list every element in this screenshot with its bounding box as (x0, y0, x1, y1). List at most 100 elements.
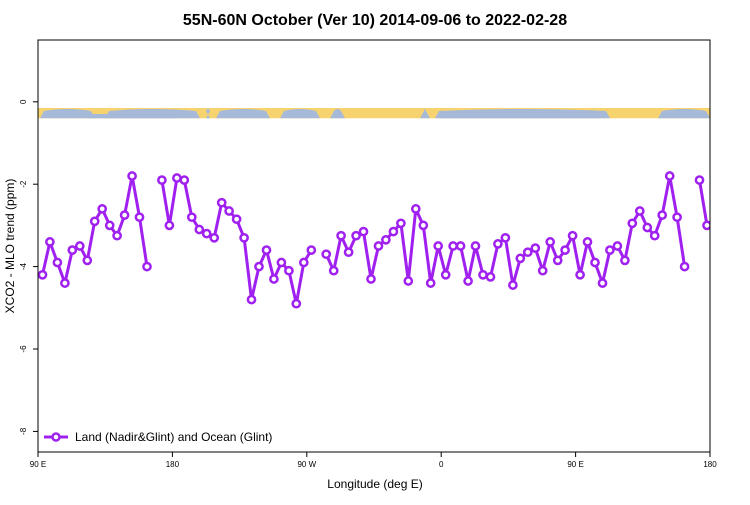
data-point (664, 171, 675, 181)
band-land (38, 107, 710, 119)
data-point (485, 272, 496, 282)
data-point (246, 294, 257, 305)
data-point (239, 232, 249, 243)
data-point (582, 237, 593, 247)
data-point (522, 247, 533, 258)
legend: Land (Nadir&Glint) and Ocean (Glint) (44, 430, 272, 444)
data-point (410, 204, 421, 214)
data-point (478, 269, 488, 280)
data-point (493, 239, 503, 249)
series-line (160, 176, 313, 306)
data-point (418, 220, 429, 231)
series-line (324, 174, 687, 287)
data-point (179, 175, 190, 185)
data-point (545, 237, 556, 247)
data-point (142, 261, 152, 272)
land-ocean-band (38, 107, 710, 119)
band-ocean (216, 108, 270, 119)
data-point (440, 269, 451, 280)
plot-frame (37, 39, 711, 453)
data-point (470, 241, 481, 251)
data-point (82, 255, 93, 266)
data-point (515, 253, 526, 264)
data-point (366, 274, 376, 284)
y-tick-label: -4 (19, 262, 28, 270)
data-point (291, 298, 302, 309)
data-point (508, 280, 518, 290)
data-point (216, 197, 227, 208)
data-point (67, 245, 78, 255)
y-tick-label: -8 (19, 427, 28, 435)
data-point (74, 241, 85, 251)
data-point (373, 241, 384, 251)
data-point (634, 206, 645, 216)
data-point (306, 245, 317, 255)
data-point (112, 230, 122, 241)
x-tick-label: 0 (439, 460, 444, 469)
data-point (537, 265, 548, 276)
y-tick-label: -2 (19, 180, 28, 188)
band-ocean (40, 108, 95, 119)
data-point (403, 276, 414, 286)
x-tick-label: 180 (703, 460, 717, 469)
data-point (164, 220, 175, 231)
data-point (172, 173, 182, 183)
data-point (351, 230, 361, 241)
band-ocean (440, 112, 600, 119)
data-point (455, 241, 466, 251)
data-point (388, 226, 399, 237)
data-point (679, 261, 690, 272)
data-point (45, 237, 55, 247)
y-tick-label: -6 (19, 345, 28, 353)
data-point (672, 212, 682, 223)
data-point (127, 171, 137, 181)
data-point (336, 230, 346, 241)
data-point (261, 245, 272, 255)
data-point (396, 218, 406, 229)
data-point (358, 226, 369, 237)
data-point (552, 255, 563, 266)
data-point (157, 175, 167, 185)
band-ocean (330, 108, 345, 119)
data-point (254, 261, 264, 272)
data-point (448, 241, 458, 251)
data-point (694, 175, 705, 185)
data-point (328, 265, 339, 276)
legend-label: Land (Nadir&Glint) and Ocean (Glint) (75, 430, 272, 444)
x-axis-label: Longitude (deg E) (327, 477, 422, 491)
x-tick-label: 180 (166, 460, 180, 469)
data-point (201, 228, 212, 239)
data-point (530, 243, 541, 253)
data-point (612, 241, 623, 251)
data-point (119, 210, 130, 220)
data-point (97, 204, 108, 214)
data-point (627, 218, 638, 229)
series-layer (38, 171, 710, 309)
data-point (224, 206, 234, 216)
axes: 90 E 180 90 W 0 90 E 180 0 -2 -4 -6 -8 (19, 99, 717, 469)
data-point (620, 255, 630, 266)
data-point (269, 274, 279, 284)
data-point (186, 212, 197, 223)
data-point (343, 247, 354, 258)
legend-marker (51, 432, 61, 442)
data-point (194, 224, 205, 235)
data-point (597, 278, 608, 288)
y-tick-label: 0 (19, 99, 28, 104)
data-point (52, 257, 63, 268)
data-point (38, 269, 48, 280)
series-line (698, 179, 709, 226)
data-point (298, 257, 309, 268)
band-ocean (88, 113, 178, 119)
y-axis-label: XCO2 - MLO trend (ppm) (3, 179, 17, 314)
x-tick-label: 90 E (567, 460, 583, 469)
data-point (134, 212, 145, 223)
data-point (321, 249, 332, 260)
chart-title: 55N-60N October (Ver 10) 2014-09-06 to 2… (183, 12, 567, 29)
data-point (702, 220, 710, 231)
data-point (500, 232, 511, 243)
x-tick-label: 90 W (297, 460, 316, 469)
data-point (209, 232, 220, 243)
